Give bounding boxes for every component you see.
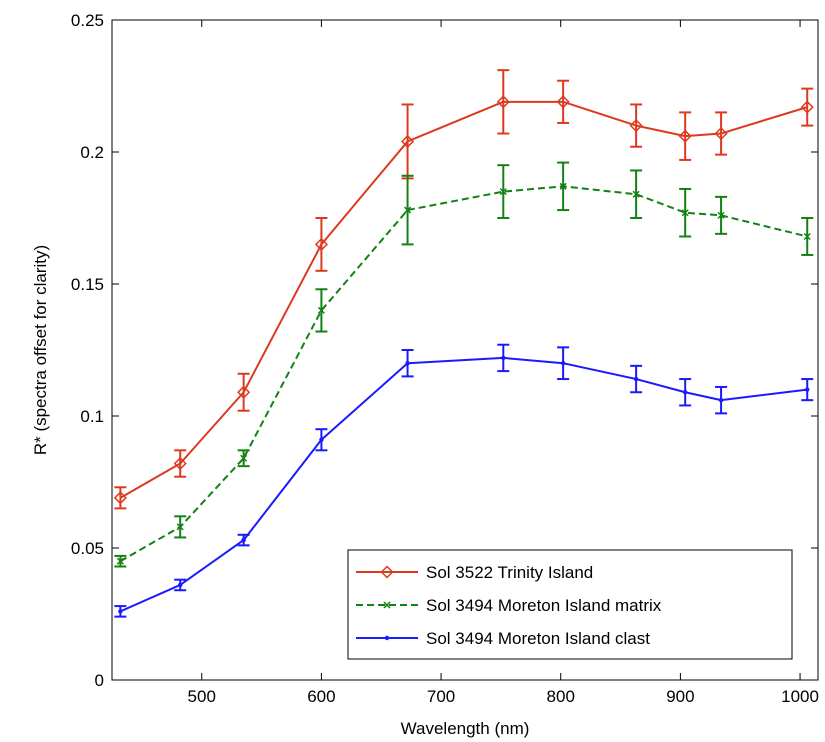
legend-label: Sol 3494 Moreton Island clast	[426, 629, 650, 648]
series-layer	[114, 70, 813, 616]
error-bar	[114, 487, 126, 508]
legend-label: Sol 3494 Moreton Island matrix	[426, 596, 662, 615]
data-point	[118, 609, 122, 613]
y-tick-label: 0.25	[71, 11, 104, 30]
data-point	[634, 377, 638, 381]
series-2	[114, 163, 813, 567]
series-line	[120, 186, 807, 561]
data-point	[683, 390, 687, 394]
y-axis-label: R* (spectra offset for clarity)	[31, 245, 50, 455]
series-line	[120, 102, 807, 498]
error-bar	[238, 374, 250, 411]
data-point	[805, 387, 809, 391]
data-point	[561, 361, 565, 365]
legend-label: Sol 3522 Trinity Island	[426, 563, 593, 582]
x-tick-label: 600	[307, 687, 335, 706]
data-point	[178, 583, 182, 587]
x-tick-label: 900	[666, 687, 694, 706]
data-point	[405, 361, 409, 365]
y-tick-label: 0	[95, 671, 104, 690]
data-point	[719, 398, 723, 402]
legend-marker	[385, 636, 389, 640]
y-tick-label: 0.15	[71, 275, 104, 294]
x-axis-label: Wavelength (nm)	[401, 719, 530, 738]
x-tick-label: 700	[427, 687, 455, 706]
error-bar	[315, 218, 327, 271]
data-point	[501, 356, 505, 360]
y-tick-label: 0.1	[80, 407, 104, 426]
x-tick-label: 800	[547, 687, 575, 706]
series-1	[114, 70, 813, 508]
error-bar	[402, 104, 414, 178]
x-tick-label: 1000	[781, 687, 819, 706]
y-tick-label: 0.05	[71, 539, 104, 558]
y-tick-label: 0.2	[80, 143, 104, 162]
error-bar	[801, 89, 813, 126]
data-point	[241, 538, 245, 542]
x-tick-label: 500	[188, 687, 216, 706]
data-point	[319, 438, 323, 442]
error-bar	[174, 450, 186, 476]
legend: Sol 3522 Trinity Island Sol 3494 Moreton …	[348, 550, 792, 659]
